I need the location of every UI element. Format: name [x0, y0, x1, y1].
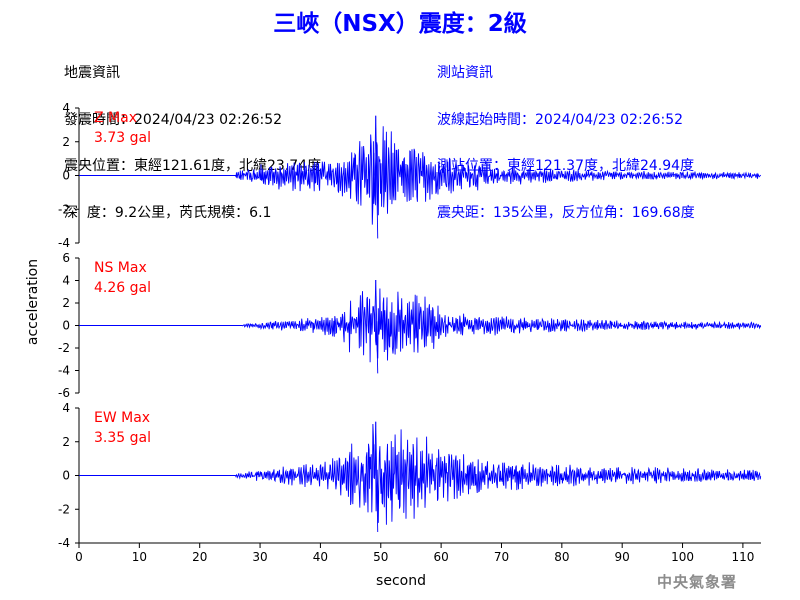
waveform-start-line: 波線起始時間：2024/04/23 02:26:52: [437, 111, 684, 128]
y-tick-label: 2: [62, 435, 70, 449]
y-tick-label: 0: [62, 469, 70, 483]
y-tick-label: 0: [62, 169, 70, 183]
y-tick-label: 4: [62, 274, 70, 288]
y-axis-label: acceleration: [25, 259, 41, 345]
earthquake-info-block: 地震資訊 發震時間：2024/04/23 02:26:52 震央位置：東經121…: [64, 35, 321, 237]
chart-title: 三峽（NSX）震度：2級: [273, 11, 527, 37]
max-value-ns: 4.26 gal: [94, 280, 151, 296]
max-label-ns: NS Max: [94, 260, 147, 276]
y-tick-label: 6: [62, 251, 70, 265]
y-tick-label: 0: [62, 319, 70, 333]
y-tick-label: 2: [62, 296, 70, 310]
waveform-trace-z: [79, 126, 762, 225]
x-tick-label: 0: [75, 550, 83, 564]
y-tick-label: 4: [62, 101, 70, 115]
epicentral-distance-line: 震央距：135公里，反方位角：169.68度: [437, 204, 695, 221]
x-axis-label: second: [376, 573, 426, 589]
agency-watermark: 中央氣象署: [657, 573, 738, 591]
station-info-block: 測站資訊 波線起始時間：2024/04/23 02:26:52 測站位置：東經1…: [437, 35, 695, 237]
y-tick-label: -6: [58, 386, 70, 400]
x-tick-label: 110: [731, 550, 754, 564]
epicenter-line: 震央位置：東經121.61度，北緯23.74度: [64, 158, 322, 174]
y-tick-label: -2: [58, 341, 70, 355]
x-tick-label: 90: [615, 550, 630, 564]
x-tick-label: 40: [313, 550, 328, 564]
station-location-line: 測站位置：東經121.37度，北緯24.94度: [437, 158, 695, 174]
earthquake-info-heading: 地震資訊: [64, 65, 120, 81]
max-value-z: 3.73 gal: [94, 130, 151, 146]
depth-magnitude-line: 深 度：9.2公里，芮氏規模：6.1: [64, 204, 272, 221]
x-tick-label: 80: [554, 550, 569, 564]
max-value-ew: 3.35 gal: [94, 430, 151, 446]
x-tick-label: 10: [132, 550, 147, 564]
peak-spike-ns: [375, 279, 379, 374]
y-tick-label: 2: [62, 135, 70, 149]
max-label-z: Z Max: [94, 110, 137, 126]
waveform-trace-ew: [79, 423, 762, 525]
y-tick-label: -4: [58, 364, 70, 378]
peak-spike-ew: [375, 421, 379, 533]
x-tick-label: 50: [373, 550, 388, 564]
y-tick-label: -2: [58, 502, 70, 516]
x-tick-label: 70: [494, 550, 509, 564]
y-tick-label: -4: [58, 536, 70, 550]
y-tick-label: -4: [58, 236, 70, 250]
station-info-heading: 測站資訊: [437, 65, 493, 81]
x-tick-label: 30: [252, 550, 267, 564]
max-label-ew: EW Max: [94, 410, 150, 426]
y-tick-label: -2: [58, 202, 70, 216]
x-tick-label: 100: [671, 550, 694, 564]
origin-time-line: 發震時間：2024/04/23 02:26:52: [64, 111, 283, 128]
x-tick-label: 60: [433, 550, 448, 564]
x-tick-label: 20: [192, 550, 207, 564]
waveform-trace-ns: [79, 288, 762, 363]
peak-spike-z: [375, 115, 379, 239]
y-tick-label: 4: [62, 401, 70, 415]
